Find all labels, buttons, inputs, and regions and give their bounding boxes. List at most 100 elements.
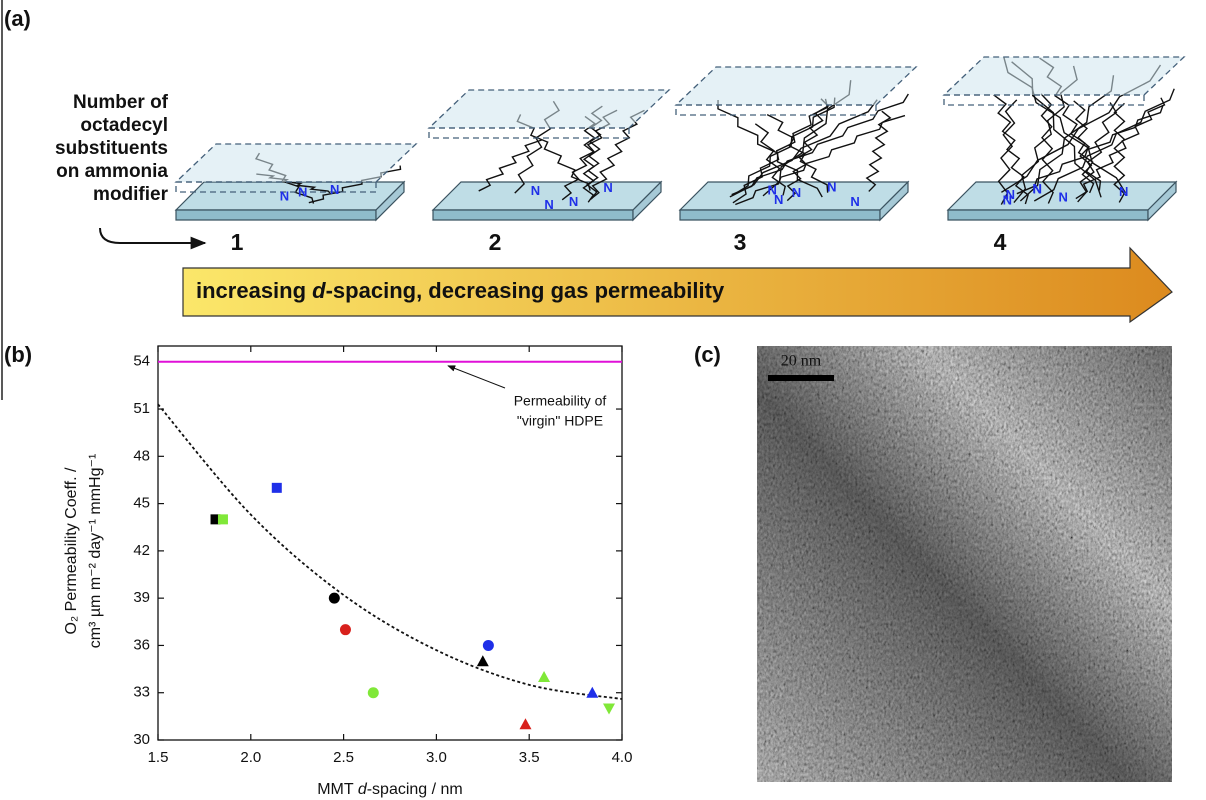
clay-plate-side — [1147, 180, 1177, 222]
nitrogen-label: N — [1119, 184, 1128, 199]
marker — [271, 482, 282, 493]
x-tick-label: 3.0 — [426, 749, 447, 766]
y-tick-label: 36 — [133, 636, 150, 653]
x-axis-label: MMT d-spacing / nm — [317, 781, 463, 798]
nitrogen-label: N — [603, 180, 612, 195]
x-tick-label: 4.0 — [612, 749, 633, 766]
alkyl-chain — [717, 100, 823, 198]
y-tick-label: 42 — [133, 542, 150, 559]
alkyl-chain — [582, 115, 597, 203]
nitrogen-label: N — [280, 188, 289, 203]
upper-plate-edge — [943, 94, 1145, 106]
nitrogen-label: N — [1003, 192, 1012, 207]
marker — [586, 686, 599, 698]
alkyl-chain — [729, 99, 878, 198]
upper-plate — [942, 56, 1186, 96]
alkyl-chain — [1077, 102, 1118, 203]
stage-number: 4 — [994, 229, 1007, 255]
x-tick-label: 1.5 — [148, 749, 169, 766]
panel-label: (a) — [4, 6, 31, 31]
annotation: Permeability of — [514, 393, 607, 409]
y-tick-label: 51 — [133, 400, 150, 417]
trend-text-part: d — [312, 278, 326, 303]
alkyl-chain — [865, 110, 892, 192]
alkyl-chain — [731, 93, 909, 196]
y-axis-label: O₂ Permeability Coeff. / — [63, 467, 80, 634]
nitrogen-label: N — [1033, 181, 1042, 196]
panel-label: (b) — [4, 342, 32, 367]
x-axis-label-part: MMT — [317, 781, 358, 798]
y-tick-label: 54 — [133, 353, 150, 370]
modifier-note: modifier — [93, 184, 169, 205]
nitrogen-label: N — [1059, 190, 1068, 205]
upper-plate — [674, 66, 918, 106]
alkyl-chain — [1113, 102, 1126, 203]
trend-text: increasing d-spacing, decreasing gas per… — [196, 278, 725, 303]
clay-plate-side — [432, 209, 634, 221]
panel-label: (c) — [694, 342, 721, 367]
modifier-note: Number of — [73, 92, 169, 113]
annotation-arrow — [447, 365, 506, 389]
clay-plate-side — [632, 180, 662, 222]
plate-group: N N N1 — [174, 143, 418, 255]
marker — [519, 718, 532, 730]
alkyl-chain — [732, 98, 829, 204]
fit-curve — [157, 403, 623, 700]
trend-text-part: -spacing, decreasing gas permeability — [326, 278, 725, 303]
nitrogen-label: N — [298, 185, 307, 200]
y-tick-label: 39 — [133, 589, 150, 606]
nitrogen-label: N — [544, 197, 553, 212]
nitrogen-label: N — [774, 192, 783, 207]
x-tick-label: 3.5 — [519, 749, 540, 766]
upper-plate-edge — [428, 127, 630, 139]
alkyl-chain — [589, 109, 645, 201]
marker — [603, 703, 616, 715]
nitrogen-label: N — [850, 194, 859, 209]
alkyl-chain — [754, 123, 786, 196]
clay-plate-side — [175, 209, 377, 221]
plate-group: NN NN N3 — [674, 66, 918, 255]
marker — [538, 670, 551, 682]
modifier-note: on ammonia — [56, 161, 168, 182]
tem-shading — [757, 346, 1172, 782]
alkyl-chain — [1040, 93, 1054, 204]
marker — [482, 639, 494, 651]
alkyl-chain — [997, 99, 1018, 205]
marker — [217, 514, 228, 525]
upper-plate — [427, 89, 671, 129]
alkyl-chain — [1016, 105, 1164, 195]
scale-bar-label: 20 nm — [781, 353, 822, 370]
marker — [328, 592, 340, 604]
x-axis-label-part: -spacing / nm — [367, 781, 463, 798]
nitrogen-label: N — [531, 183, 540, 198]
alkyl-chain — [1073, 100, 1095, 194]
alkyl-chain — [1075, 97, 1166, 200]
plot-frame — [157, 345, 623, 741]
alkyl-chain — [731, 97, 836, 197]
clay-plate-side — [879, 180, 909, 222]
clay-plate — [174, 181, 406, 211]
alkyl-chain — [1033, 88, 1175, 202]
nitrogen-label: N — [1006, 187, 1015, 202]
y-tick-label: 48 — [133, 447, 150, 464]
nitrogen-label: N — [1032, 181, 1041, 196]
upper-plate — [174, 143, 418, 183]
upper-plate-edge — [675, 104, 877, 116]
x-tick-label: 2.5 — [333, 749, 354, 766]
x-tick-label: 2.0 — [240, 749, 261, 766]
marker — [476, 655, 489, 667]
marker — [367, 687, 379, 699]
stage-number: 1 — [231, 229, 244, 255]
pointer-arrow — [99, 227, 207, 250]
alkyl-chain — [478, 139, 542, 192]
trend-arrow — [182, 246, 1173, 324]
stage-number: 3 — [734, 229, 747, 255]
nitrogen-label: N — [569, 194, 578, 209]
y-tick-label: 45 — [133, 495, 150, 512]
x-axis-label-part: d — [358, 781, 368, 798]
clay-plate-side — [679, 209, 881, 221]
upper-plate-edge — [175, 181, 377, 193]
